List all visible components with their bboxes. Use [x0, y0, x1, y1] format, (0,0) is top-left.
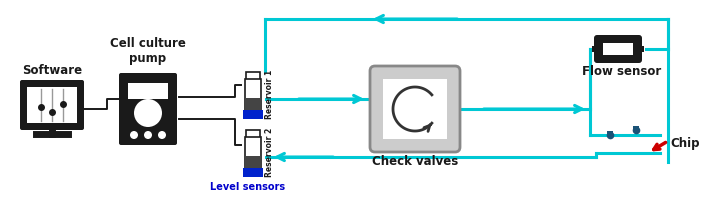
- FancyBboxPatch shape: [119, 73, 177, 145]
- Text: Reservoir 2: Reservoir 2: [265, 127, 274, 177]
- Bar: [246, 72, 260, 81]
- Bar: [243, 110, 263, 119]
- Bar: [383, 79, 447, 139]
- Text: Chip: Chip: [670, 136, 700, 150]
- Text: Cell culture
pump: Cell culture pump: [110, 37, 186, 65]
- Text: Check valves: Check valves: [372, 155, 458, 168]
- Circle shape: [130, 131, 138, 139]
- Bar: [27, 87, 77, 123]
- Bar: [603, 43, 633, 55]
- Bar: [639, 46, 644, 52]
- Bar: [245, 98, 261, 111]
- Text: Level sensors: Level sensors: [210, 182, 286, 192]
- FancyBboxPatch shape: [370, 66, 460, 152]
- Bar: [592, 46, 597, 52]
- Bar: [245, 156, 261, 169]
- Bar: [245, 137, 261, 169]
- Bar: [245, 79, 261, 111]
- FancyBboxPatch shape: [20, 80, 84, 130]
- FancyBboxPatch shape: [594, 35, 642, 63]
- Circle shape: [144, 131, 152, 139]
- Bar: [246, 130, 260, 139]
- Text: Flow sensor: Flow sensor: [583, 65, 661, 78]
- Circle shape: [158, 131, 166, 139]
- Bar: [128, 83, 168, 99]
- Bar: [607, 131, 613, 137]
- Bar: [633, 126, 639, 132]
- Bar: [243, 168, 263, 177]
- Text: Software: Software: [22, 64, 82, 77]
- Circle shape: [134, 99, 162, 127]
- Text: Reservoir 1: Reservoir 1: [265, 69, 274, 119]
